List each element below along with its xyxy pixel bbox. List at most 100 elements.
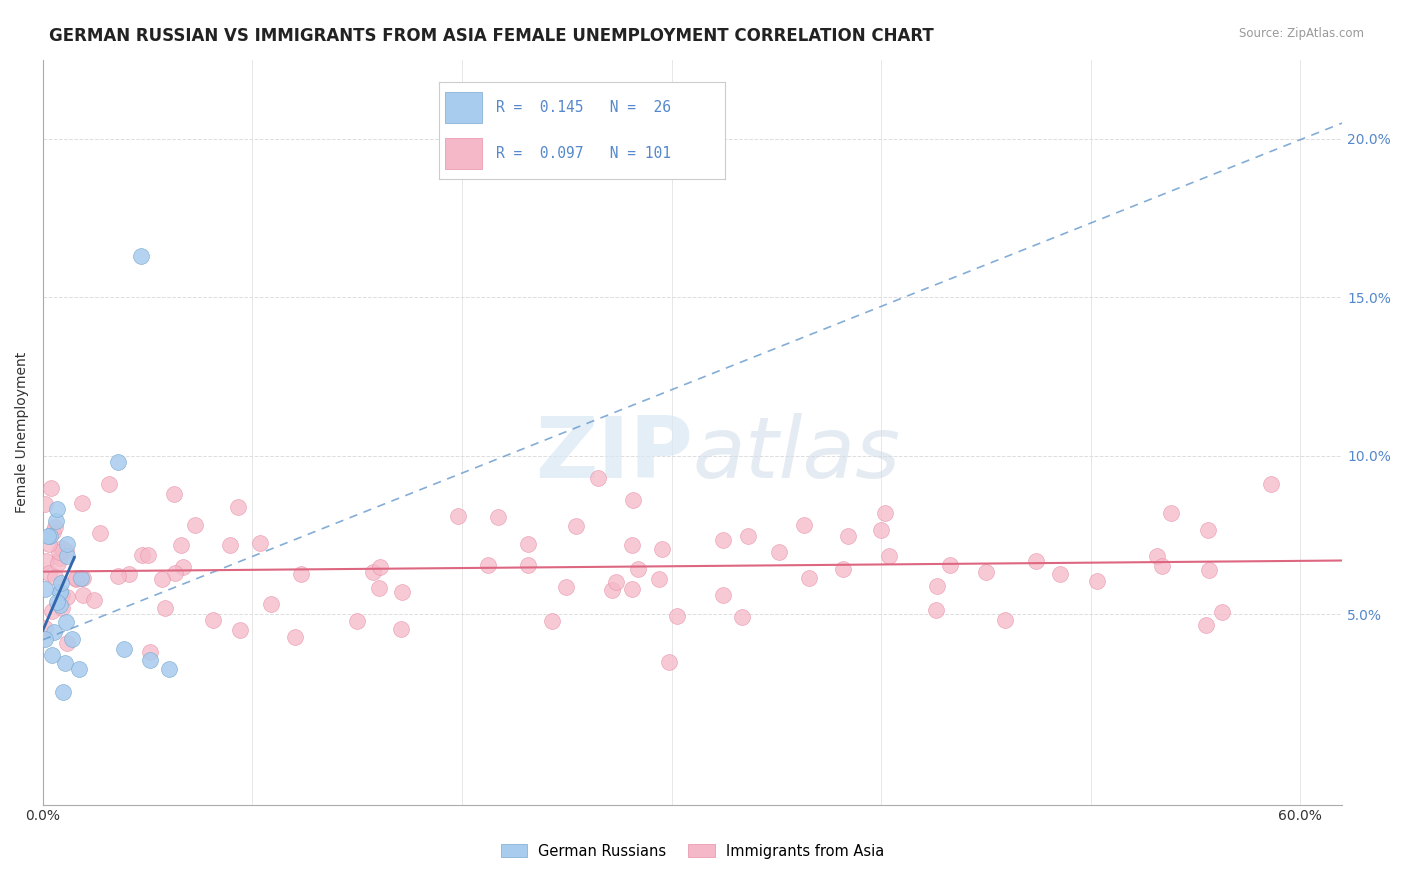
Point bbox=[42, 624, 65, 639]
Point bbox=[112, 642, 135, 657]
Point bbox=[56, 549, 79, 563]
Point bbox=[666, 609, 689, 624]
Point bbox=[165, 566, 187, 580]
Point bbox=[219, 538, 242, 552]
Point bbox=[768, 545, 790, 559]
Point bbox=[41, 648, 63, 662]
Point bbox=[153, 601, 176, 615]
Point bbox=[1085, 574, 1108, 588]
Point bbox=[34, 621, 56, 635]
Point bbox=[602, 582, 624, 597]
Point bbox=[290, 567, 312, 582]
Point bbox=[925, 603, 948, 617]
Point bbox=[1198, 563, 1220, 577]
Point bbox=[107, 455, 129, 469]
Point bbox=[51, 589, 73, 603]
Point bbox=[49, 551, 72, 566]
Point bbox=[55, 615, 77, 630]
Point bbox=[620, 538, 643, 552]
Point bbox=[37, 528, 59, 542]
Point bbox=[51, 576, 73, 591]
Point bbox=[731, 610, 754, 624]
Y-axis label: Female Unemployment: Female Unemployment bbox=[15, 351, 30, 513]
Point bbox=[55, 544, 77, 558]
Point bbox=[157, 662, 180, 676]
Point bbox=[163, 487, 186, 501]
Point bbox=[46, 594, 69, 608]
Point bbox=[38, 537, 60, 551]
Point bbox=[56, 591, 79, 605]
Point bbox=[170, 538, 193, 552]
Point bbox=[541, 614, 564, 628]
Point bbox=[39, 482, 62, 496]
Point bbox=[877, 549, 900, 563]
Text: GERMAN RUSSIAN VS IMMIGRANTS FROM ASIA FEMALE UNEMPLOYMENT CORRELATION CHART: GERMAN RUSSIAN VS IMMIGRANTS FROM ASIA F… bbox=[49, 27, 934, 45]
Point bbox=[53, 657, 76, 671]
Point bbox=[284, 630, 307, 644]
Point bbox=[139, 653, 162, 667]
Point bbox=[1146, 549, 1168, 563]
Point bbox=[737, 529, 759, 543]
Point bbox=[711, 588, 734, 602]
Point bbox=[48, 598, 70, 612]
Point bbox=[1260, 477, 1282, 491]
Point bbox=[65, 572, 87, 586]
Point bbox=[55, 537, 77, 551]
Point bbox=[34, 582, 56, 596]
Point bbox=[925, 578, 948, 592]
Point bbox=[555, 580, 578, 594]
Point bbox=[136, 549, 159, 563]
Point bbox=[873, 506, 896, 520]
Legend: German Russians, Immigrants from Asia: German Russians, Immigrants from Asia bbox=[495, 838, 890, 864]
Point bbox=[1049, 566, 1071, 581]
Text: Source: ZipAtlas.com: Source: ZipAtlas.com bbox=[1239, 27, 1364, 40]
Point bbox=[1152, 559, 1174, 574]
Point bbox=[129, 249, 152, 263]
Point bbox=[651, 541, 673, 556]
Point bbox=[83, 593, 105, 607]
Point bbox=[41, 604, 63, 618]
Point bbox=[648, 573, 671, 587]
Point bbox=[48, 585, 70, 599]
Point bbox=[184, 518, 207, 533]
Point bbox=[131, 548, 153, 562]
Point bbox=[69, 571, 91, 585]
Point bbox=[446, 509, 468, 524]
Point bbox=[172, 560, 194, 574]
Point bbox=[516, 537, 538, 551]
Point bbox=[49, 584, 72, 599]
Point bbox=[45, 502, 67, 516]
Text: atlas: atlas bbox=[693, 413, 901, 496]
Point bbox=[605, 574, 627, 589]
Point bbox=[34, 632, 56, 646]
Point bbox=[938, 558, 960, 572]
Point bbox=[98, 477, 121, 491]
Point bbox=[361, 566, 384, 580]
Point bbox=[72, 571, 94, 585]
Point bbox=[1195, 618, 1218, 632]
Point bbox=[1025, 554, 1047, 568]
Point bbox=[44, 520, 66, 534]
Point bbox=[368, 560, 391, 574]
Point bbox=[55, 636, 77, 650]
Point bbox=[72, 588, 94, 602]
Point bbox=[51, 541, 73, 555]
Point bbox=[226, 500, 249, 515]
Point bbox=[70, 571, 93, 585]
Point bbox=[837, 529, 859, 543]
Point bbox=[202, 613, 225, 627]
Point bbox=[486, 509, 509, 524]
Point bbox=[621, 582, 644, 596]
Point bbox=[89, 526, 111, 541]
Point bbox=[72, 496, 94, 510]
Point bbox=[260, 597, 283, 611]
Point bbox=[48, 545, 70, 559]
Point bbox=[107, 568, 129, 582]
Point bbox=[38, 566, 60, 580]
Point bbox=[517, 558, 540, 572]
Point bbox=[346, 614, 368, 628]
Point bbox=[870, 523, 893, 537]
Point bbox=[62, 632, 84, 647]
Point bbox=[657, 655, 679, 669]
Point bbox=[52, 685, 75, 699]
